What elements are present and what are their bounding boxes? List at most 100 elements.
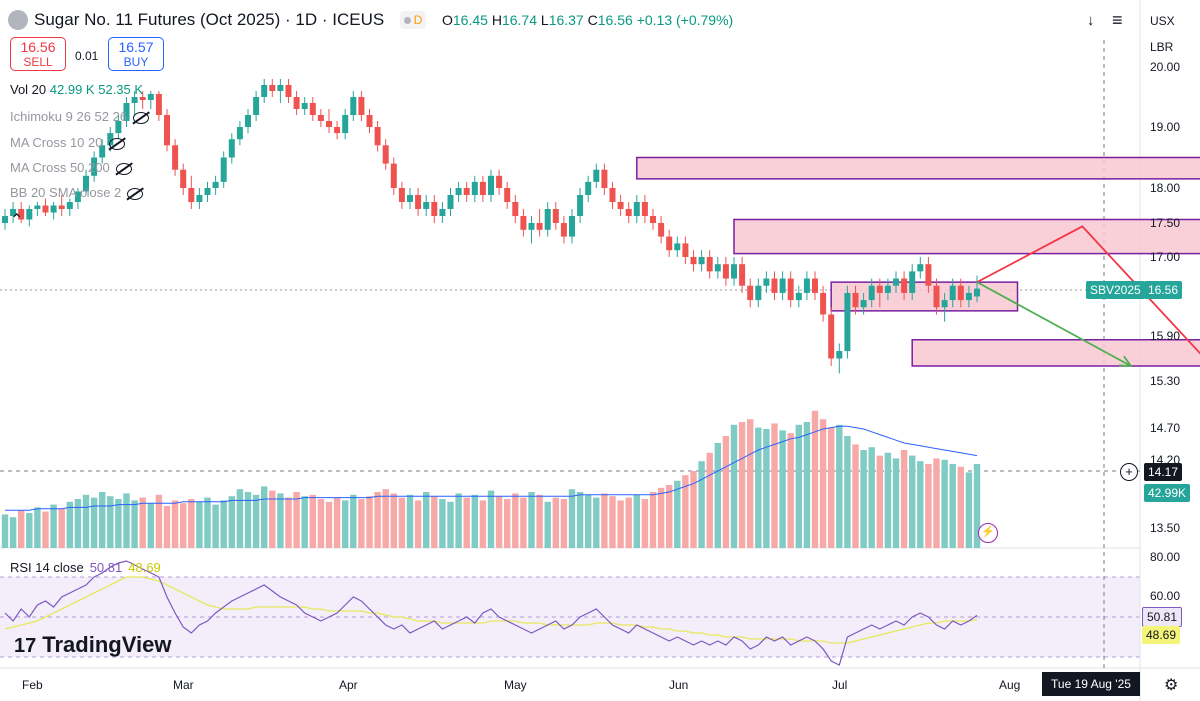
candle-body	[91, 157, 98, 176]
volume-value: 42.99 K	[49, 82, 95, 97]
buy-price: 16.57	[118, 39, 154, 55]
volume-bar	[819, 419, 827, 548]
candle-body	[714, 264, 721, 272]
volume-bar	[9, 517, 17, 548]
zone-3	[830, 281, 1019, 312]
volume-bar	[325, 501, 333, 548]
low-value: 16.37	[548, 12, 584, 28]
volume-ma-value: 52.35 K	[98, 82, 144, 97]
add-alert-icon[interactable]: +	[1120, 463, 1138, 481]
indicator-bb[interactable]: BB 20 SMA close 2	[10, 185, 144, 200]
volume-bar	[196, 501, 203, 548]
candle-body	[431, 202, 438, 216]
volume-bar	[844, 436, 851, 548]
close-value: 16.56	[597, 12, 633, 28]
volume-bar	[463, 497, 470, 548]
indicator-ma-cross-1[interactable]: MA Cross 10 20	[10, 135, 125, 150]
flash-icon[interactable]: ⚡	[978, 523, 998, 543]
currency-label[interactable]: USX	[1150, 14, 1175, 28]
download-icon[interactable]: ↓	[1087, 12, 1095, 29]
green-arrow-line	[976, 281, 1132, 367]
candle-body	[601, 169, 608, 188]
volume-bar	[666, 485, 673, 548]
candle-body	[407, 195, 413, 202]
low-label: L	[540, 12, 549, 28]
rsi-lines	[4, 560, 978, 666]
indicator-rsi[interactable]: RSI 14 close 50.81 48.69	[10, 560, 161, 575]
candle-body	[641, 202, 648, 216]
volume-bar	[909, 455, 916, 548]
volume-bar	[552, 497, 559, 548]
drawing-arrows[interactable]	[976, 225, 1200, 367]
hidden-eye-icon[interactable]	[108, 137, 125, 150]
unit-label[interactable]: LBR	[1150, 40, 1174, 54]
volume-bar	[18, 510, 25, 548]
collapse-indicators-icon[interactable]: ⌃	[10, 212, 24, 229]
candle-body	[552, 209, 559, 223]
sell-button[interactable]: 16.56 SELL	[10, 37, 66, 71]
candle-body	[326, 121, 332, 127]
volume-bar	[900, 450, 908, 548]
candle-body	[731, 264, 737, 279]
volume-bar	[212, 504, 219, 548]
volume-bar	[220, 500, 227, 548]
candle-body	[366, 115, 373, 127]
volume-bar	[771, 423, 778, 548]
compare-icon[interactable]: ≡	[1112, 10, 1123, 30]
volume-bar	[520, 497, 527, 548]
volume-bar	[892, 458, 900, 548]
candle-body	[479, 181, 486, 195]
candle-body	[212, 181, 219, 188]
volume-bar	[204, 497, 211, 548]
volume-bar	[358, 499, 365, 548]
drawing-zones[interactable]	[636, 156, 1200, 367]
hidden-eye-icon[interactable]	[115, 162, 132, 175]
volume-bar	[722, 436, 730, 548]
candle-body	[180, 169, 187, 188]
time-axis[interactable]: Feb Mar Apr May Jun Jul Aug	[22, 678, 1020, 692]
candle-body	[795, 292, 802, 301]
buy-button[interactable]: 16.57 BUY	[108, 37, 164, 71]
ohlc-values: O16.45 H16.74 L16.37 C16.56 +0.13 (+0.79…	[442, 12, 733, 28]
candle-body	[301, 103, 308, 109]
candle-body	[828, 314, 835, 359]
volume-bar	[123, 493, 130, 548]
hidden-eye-icon[interactable]	[133, 111, 150, 124]
volume-bar	[933, 458, 940, 548]
indicator-ichimoku[interactable]: Ichimoku 9 26 52 26	[10, 109, 150, 124]
market-status-badge[interactable]: D	[400, 11, 426, 29]
volume-bar	[738, 422, 746, 548]
volume-bar	[171, 500, 179, 548]
candle-body	[196, 195, 203, 202]
indicator-ma-cross-2[interactable]: MA Cross 50 200	[10, 160, 132, 175]
candle-body	[26, 209, 33, 220]
volume-bar	[34, 507, 41, 548]
candle-body	[228, 139, 235, 158]
candle-body	[666, 236, 673, 251]
candle-body	[633, 202, 640, 216]
candle-body	[83, 175, 89, 192]
candle-body	[925, 264, 932, 286]
volume-bar	[528, 492, 535, 548]
candle-body	[674, 243, 681, 251]
candle-body	[415, 195, 422, 209]
volume-bar	[382, 489, 389, 548]
candle-body	[496, 175, 503, 188]
price-axis[interactable]: 20.00 19.00 18.00 17.50 17.00 15.90 15.30 14.70…	[1150, 60, 1180, 603]
indicator-volume[interactable]: Vol 20 42.99 K 52.35 K	[10, 82, 143, 97]
price-tick-label: 20.00	[1150, 60, 1180, 74]
logo-mark: 17	[14, 635, 37, 657]
candle-body	[933, 285, 940, 308]
volume-bar	[66, 501, 73, 548]
candle-body	[771, 278, 778, 293]
gear-icon[interactable]: ⚙	[1164, 677, 1179, 694]
symbol-title[interactable]: Sugar No. 11 Futures (Oct 2025) · 1D · I…	[34, 10, 385, 29]
candle-body	[569, 216, 575, 237]
volume-bar	[269, 490, 276, 548]
candle-body	[447, 195, 454, 209]
volume-bar	[852, 444, 859, 548]
candle-body	[512, 202, 519, 216]
hidden-eye-icon[interactable]	[127, 187, 144, 200]
volume-bar	[447, 501, 454, 548]
